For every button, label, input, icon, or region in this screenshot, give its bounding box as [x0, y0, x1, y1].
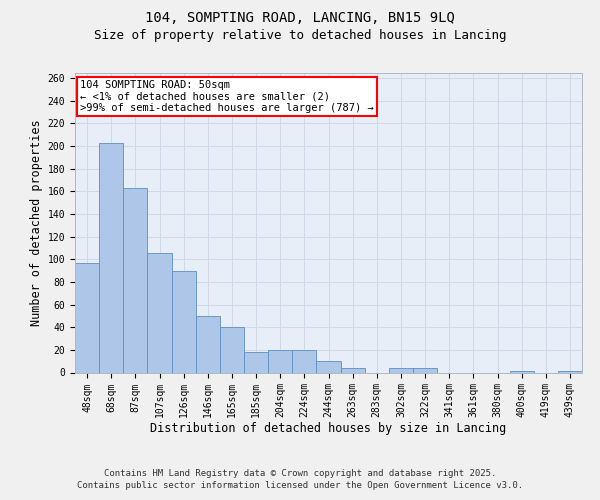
Bar — [341, 368, 365, 372]
Bar — [316, 361, 341, 372]
Bar — [99, 142, 123, 372]
Text: 104 SOMPTING ROAD: 50sqm
← <1% of detached houses are smaller (2)
>99% of semi-d: 104 SOMPTING ROAD: 50sqm ← <1% of detach… — [80, 80, 374, 113]
Bar — [268, 350, 292, 372]
X-axis label: Distribution of detached houses by size in Lancing: Distribution of detached houses by size … — [151, 422, 506, 434]
Bar — [413, 368, 437, 372]
Bar — [123, 188, 148, 372]
Y-axis label: Number of detached properties: Number of detached properties — [31, 119, 43, 326]
Text: Contains public sector information licensed under the Open Government Licence v3: Contains public sector information licen… — [77, 480, 523, 490]
Text: 104, SOMPTING ROAD, LANCING, BN15 9LQ: 104, SOMPTING ROAD, LANCING, BN15 9LQ — [145, 10, 455, 24]
Text: Size of property relative to detached houses in Lancing: Size of property relative to detached ho… — [94, 28, 506, 42]
Bar — [172, 270, 196, 372]
Text: Contains HM Land Registry data © Crown copyright and database right 2025.: Contains HM Land Registry data © Crown c… — [104, 470, 496, 478]
Bar — [75, 262, 99, 372]
Bar — [220, 327, 244, 372]
Bar — [196, 316, 220, 372]
Bar — [244, 352, 268, 372]
Bar — [148, 252, 172, 372]
Bar — [389, 368, 413, 372]
Bar — [292, 350, 316, 372]
